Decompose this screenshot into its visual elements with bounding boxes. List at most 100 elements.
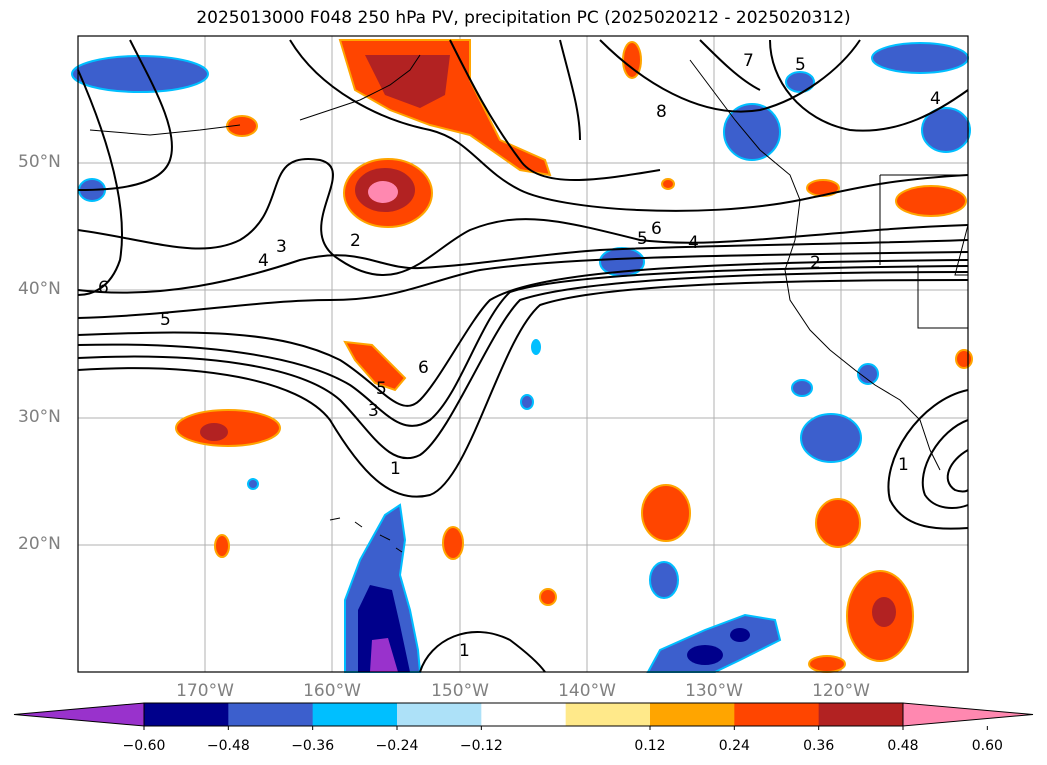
precip-negative-region [649, 561, 679, 599]
contour-label: 1 [459, 641, 470, 661]
precip-positive-region [226, 115, 258, 137]
precip-negative-region [791, 379, 813, 397]
lat-label: 50°N [18, 152, 61, 172]
precip-fills [71, 39, 973, 673]
pv-contour [699, 39, 761, 91]
precip-negative-region [921, 107, 971, 153]
precip-positive-region [214, 534, 230, 558]
precip-negative-region [785, 71, 815, 93]
colorbar-tick-label: −0.24 [375, 738, 419, 754]
colorbar [13, 702, 1034, 730]
coastline [689, 59, 941, 471]
colorbar-segment [565, 703, 651, 726]
contour-label: 4 [688, 233, 699, 253]
colorbar-segment [650, 703, 735, 726]
precip-negative-region [800, 413, 862, 463]
lat-label: 30°N [18, 407, 61, 427]
precip-negative-core [687, 645, 723, 665]
lon-label: 120°W [812, 681, 870, 701]
colorbar-tick-label: 0.12 [634, 738, 666, 754]
contour-label: 4 [930, 89, 941, 109]
precip-negative-region [520, 394, 534, 410]
lat-label: 40°N [18, 279, 61, 299]
contour-label: 5 [795, 55, 806, 75]
lat-label: 20°N [18, 534, 61, 554]
precip-positive-region [175, 409, 281, 447]
precip-negative-region [646, 613, 782, 673]
contour-label: 6 [651, 219, 662, 239]
precip-positive-region [955, 349, 973, 369]
colorbar-extend-right [902, 702, 1034, 727]
precip-negative-region [71, 55, 209, 93]
pv-contour [77, 251, 969, 319]
colorbar-segment [144, 703, 229, 726]
contour-label: 5 [637, 229, 648, 249]
contour-label: 3 [276, 237, 287, 257]
pv-contours [77, 39, 969, 673]
precip-negative-region [857, 363, 879, 385]
precip-positive-region [641, 484, 691, 542]
colorbar-extend-left [13, 702, 145, 727]
pv-contour [887, 389, 969, 530]
colorbar-tick-label: 0.24 [718, 738, 750, 754]
precip-positive-region [539, 588, 557, 606]
colorbar-segment [481, 703, 567, 726]
map-frame [77, 35, 969, 673]
contour-label: 6 [418, 358, 429, 378]
lon-label: 160°W [303, 681, 361, 701]
colorbar-outline [143, 702, 904, 727]
pv-contour [559, 39, 581, 141]
pv-contour [77, 259, 969, 407]
contour-label: 5 [376, 379, 387, 399]
pv-contour [449, 39, 661, 181]
precip-negative-peak [370, 638, 398, 672]
contour-label: 3 [368, 401, 379, 421]
pv-contour [77, 239, 969, 294]
pv-contour [289, 39, 969, 212]
colorbar-segment [397, 703, 482, 726]
coastlines [89, 54, 969, 553]
colorbar-tick-label: −0.60 [122, 738, 166, 754]
precip-negative-region [871, 42, 969, 74]
colorbar-segment [818, 703, 904, 726]
precip-positive-region [815, 498, 861, 548]
pv-contour [77, 265, 969, 427]
precip-negative-core [730, 628, 750, 642]
colorbar-segment [734, 703, 820, 726]
contour-label: 1 [898, 455, 909, 475]
lon-label: 130°W [685, 681, 743, 701]
colorbar-tick-label: 0.36 [803, 738, 835, 754]
precip-negative-region [247, 478, 259, 490]
contour-label: 5 [160, 310, 171, 330]
precip-positive-region [661, 178, 675, 190]
colorbar-tick-label: 0.48 [887, 738, 919, 754]
coastline [299, 54, 421, 121]
colorbar-segment [312, 703, 398, 726]
pv-contour [419, 631, 546, 673]
contour-label: 1 [390, 459, 401, 479]
pv-contour [77, 271, 969, 460]
lon-label: 150°W [431, 681, 489, 701]
precip-positive-region [895, 185, 967, 217]
colorbar-tick-label: −0.48 [206, 738, 250, 754]
precip-positive-peak [368, 181, 398, 203]
pv-contour [769, 39, 969, 132]
contour-label: 6 [98, 278, 109, 298]
contour-labels: 6 5 4 3 2 6 5 3 1 5 6 4 2 8 7 5 4 1 1 [98, 51, 941, 661]
coastline [879, 174, 969, 329]
colorbar-segment [228, 703, 314, 726]
precip-positive-core [872, 597, 896, 627]
lon-label: 140°W [558, 681, 616, 701]
pv-contour [77, 157, 969, 277]
precip-positive-region [442, 526, 464, 560]
pv-contour [77, 69, 123, 296]
contour-label: 4 [258, 251, 269, 271]
chart-title: 2025013000 F048 250 hPa PV, precipitatio… [196, 8, 851, 28]
coastline [329, 517, 403, 553]
coastline [89, 124, 241, 136]
colorbar-tick-label: 0.60 [971, 738, 1003, 754]
contour-label: 2 [810, 253, 821, 273]
precip-negative-region [531, 339, 541, 355]
pv-contour [921, 419, 969, 509]
